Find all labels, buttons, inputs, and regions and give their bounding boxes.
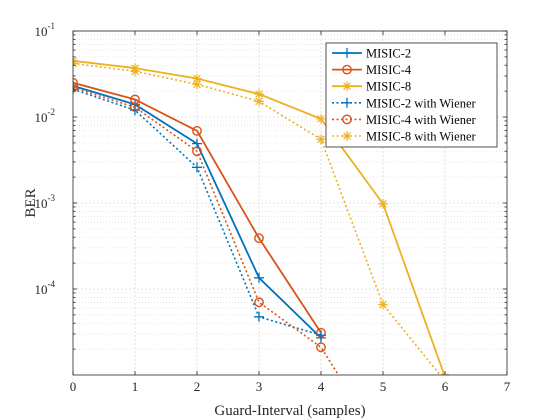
series-group [73,56,449,375]
data-point [378,198,388,209]
y-tick-label: 10-3 [35,193,56,211]
data-point [192,79,202,90]
x-tick-label: 7 [504,379,511,394]
data-point [254,96,264,107]
data-point [192,125,202,136]
x-tick-label: 5 [380,379,387,394]
legend-label: MISIC-4 with Wiener [366,113,477,127]
legend-label: MISIC-2 with Wiener [366,96,477,110]
x-tick-label: 0 [70,379,77,394]
data-point [254,272,264,283]
legend-item: MISIC-8 [332,80,411,94]
x-axis-title: Guard-Interval (samples) [214,403,365,419]
legend-label: MISIC-2 [366,47,411,61]
data-point [378,299,388,310]
data-point [342,114,352,125]
data-point [316,342,326,353]
data-point [342,131,352,141]
data-point [254,89,264,99]
data-point [342,81,352,91]
data-point [130,102,140,113]
legend-label: MISIC-8 with Wiener [366,130,477,144]
data-point [342,48,352,58]
legend-item: MISIC-4 with Wiener [332,113,477,127]
legend-label: MISIC-8 [366,80,411,94]
legend-item: MISIC-2 with Wiener [332,96,477,110]
data-point [192,162,202,173]
series-line [73,81,322,334]
legend-item: MISIC-2 [332,47,411,61]
data-point [254,233,264,244]
y-tick-label: 10-4 [35,279,56,297]
legend-item: MISIC-4 [332,63,412,77]
data-point [316,330,326,341]
data-point [254,297,264,308]
y-axis-title: BER [23,188,39,217]
legend-box [325,42,498,148]
y-tick-label: 10-2 [35,107,56,125]
data-point [342,64,352,75]
x-tick-label: 2 [194,379,201,394]
legend: MISIC-2 MISIC-4 MISIC-8 MISIC-2 with Wiener… [325,42,498,148]
series-5 [73,82,340,375]
data-point [342,97,352,108]
series-line [73,86,340,375]
x-tick-label: 4 [318,379,325,394]
legend-item: MISIC-8 with Wiener [332,130,477,144]
data-point [254,311,264,322]
data-point [316,114,326,124]
data-point [130,66,140,77]
y-tick-label: 10-1 [35,21,56,39]
series-6 [73,58,442,375]
x-tick-label: 6 [442,379,449,394]
ticks [72,30,508,375]
legend-label: MISIC-4 [366,63,412,77]
x-tick-label: 1 [132,379,139,394]
data-point [192,146,202,157]
data-point [316,134,326,145]
x-tick-label: 3 [256,379,263,394]
data-point [192,73,202,84]
